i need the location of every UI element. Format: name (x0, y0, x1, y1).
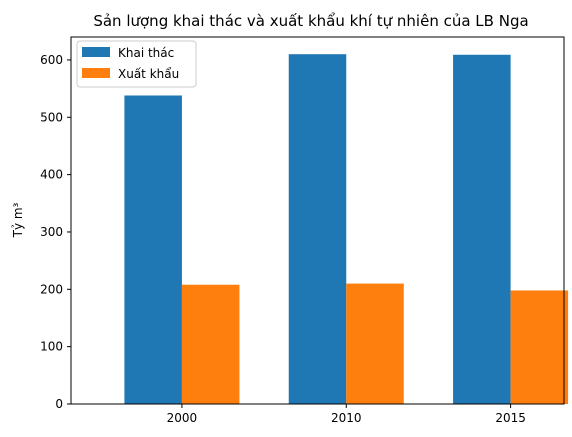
y-tick-label: 600 (40, 53, 63, 67)
x-axis: 2000 2010 2015 (167, 404, 526, 425)
x-tick-label: 2015 (495, 411, 526, 425)
bars-group (124, 54, 569, 405)
x-tick-label: 2010 (331, 411, 362, 425)
legend-label: Khai thác (118, 46, 174, 60)
y-tick-label: 100 (40, 340, 63, 354)
y-axis: 0 100 200 300 400 500 600 (40, 53, 71, 411)
y-axis-label: Tỷ m³ (11, 202, 25, 238)
y-tick-label: 300 (40, 225, 63, 239)
bar-khai-thac-2000 (124, 95, 182, 404)
y-tick-label: 200 (40, 282, 63, 296)
x-tick-label: 2000 (167, 411, 198, 425)
legend: Khai thác Xuất khẩu (76, 40, 197, 88)
bar-xuat-khau-2010 (346, 283, 404, 404)
chart-title: Sản lượng khai thác và xuất khẩu khí tự … (93, 12, 528, 30)
y-tick-label: 400 (40, 168, 63, 182)
bar-xuat-khau-2000 (181, 284, 240, 404)
y-tick-label: 0 (55, 397, 63, 411)
bar-khai-thac-2010 (288, 54, 347, 404)
legend-label: Xuất khẩu (118, 67, 179, 81)
bar-khai-thac-2015 (453, 54, 511, 405)
legend-swatch (82, 47, 110, 57)
plot-frame (70, 36, 565, 405)
y-tick-label: 500 (40, 110, 63, 124)
legend-swatch (82, 68, 110, 78)
bar-xuat-khau-2015 (510, 290, 569, 404)
